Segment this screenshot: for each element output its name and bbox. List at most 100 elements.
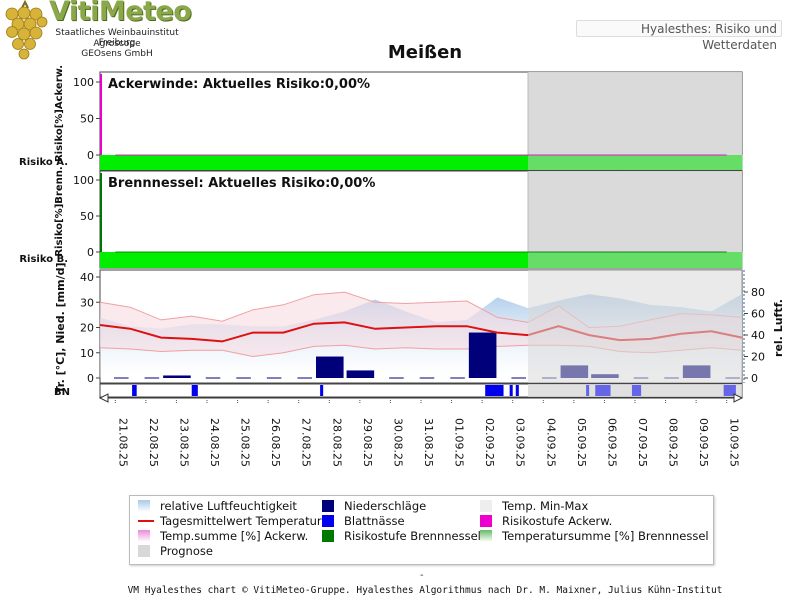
leaf-wetness-bar [595,385,611,396]
x-tick-label: 22.08.25 [147,418,160,467]
ackerwinde-risk-strip-cell [375,155,407,170]
x-tick-label: 05.09.25 [575,418,588,467]
ackerwinde-ytick-label: 100 [73,76,94,89]
legend-swatch [138,500,150,512]
leaf-wetness-bar [631,385,642,396]
legend-label: Blattnässe [344,514,405,528]
chart-legend: relative Luftfeuchtigkeit Niederschläge Te… [129,495,714,565]
ackerwinde-current-risk: Ackerwinde: Aktuelles Risiko:0,00% [108,77,370,92]
ackerwinde-risk-strip-cell [283,155,315,170]
ackerwinde-risk-strip-cell [650,155,682,170]
brennnessel-risk-strip-cell [344,252,376,268]
ackerwinde-risk-strip-cell [191,155,223,170]
brennnessel-risk-strip-cell [130,252,162,268]
brennnessel-risk-strip-cell [497,252,529,268]
ackerwinde-risk-strip-cell [161,155,193,170]
x-tick-label: 23.08.25 [177,418,190,467]
leaf-wetness-bar [132,385,137,396]
weather-left-tick-label: 10 [80,347,94,360]
x-tick-label: 02.09.25 [483,418,496,467]
leaf-wetness-bar [320,385,324,396]
brennnessel-risk-strip-cell [589,252,621,268]
brennnessel-risk-strip-cell [436,252,468,268]
logo-institute-1: Staatliches Weinbauinstitut Freiburg [55,28,179,48]
brennnessel-risk-strip-cell [191,252,223,268]
footer-dash: - [420,570,424,581]
x-tick-label: 25.08.25 [239,418,252,467]
legend-label: Tagesmittelwert Temperatur [160,514,322,528]
legend-swatch [138,520,154,522]
leaf-wetness-row-label: BN [54,387,70,398]
brennnessel-risk-strip-cell [375,252,407,268]
weather-right-tick-label: 60 [751,308,765,321]
precip-bar [468,332,497,378]
ackerwinde-row-label: Risiko A. [19,157,68,168]
ackerwinde-risk-strip-cell [497,155,529,170]
legend-swatch [322,515,334,527]
footer-credit: VM Hyalesthes chart © VitiMeteo-Gruppe. … [127,585,723,596]
weather-right-tick-label: 40 [751,329,765,342]
chart-type-badge: Hyalesthes: Risiko und Wetterdaten [576,20,782,52]
weather-left-tick-label: 40 [80,271,94,284]
legend-swatch [480,515,492,527]
brennnessel-risk-strip-cell [314,252,345,268]
ackerwinde-risk-strip-cell [100,155,131,170]
ackerwinde-risk-strip-cell [252,155,284,170]
x-tick-label: 30.08.25 [391,418,404,467]
ackerwinde-risk-strip-cell [344,155,376,170]
x-tick-label: 03.09.25 [514,418,527,467]
leaf-wetness-bar [191,385,198,396]
legend-swatch [138,545,150,557]
grape-logo-icon [5,0,48,60]
ackerwinde-risk-strip-cell [680,155,712,170]
x-tick-label: 28.08.25 [330,418,343,467]
leaf-wetness-bar [723,385,736,396]
brennnessel-prognosis-area [528,171,742,252]
logo-wordmark: VitiMeteo [49,0,192,27]
legend-label: Risikostufe Brennnessel [344,529,481,543]
weather-left-tick-label: 30 [80,296,94,309]
brennnessel-risk-strip-cell [619,252,651,268]
x-tick-label: 26.08.25 [269,418,282,467]
brennnessel-risk-strip-cell [222,252,254,268]
x-tick-label: 06.09.25 [605,418,618,467]
brennnessel-risk-strip-cell [711,252,743,268]
ackerwinde-risk-strip-cell [130,155,162,170]
weather-left-tick-label: 0 [87,372,94,385]
ackerwinde-risk-strip-cell [558,155,590,170]
ackerwinde-risk-strip-cell [619,155,651,170]
ackerwinde-prognosis-area [528,72,742,155]
logo-institute-2: Agroscope [93,39,141,49]
brennnessel-ytick-label: 50 [80,210,94,223]
scroll-left-arrow-icon [98,393,109,403]
legend-label: relative Luftfeuchtigkeit [160,499,297,513]
weather-right-ylabel: rel. Luftf. [772,299,785,357]
brennnessel-risk-strip-cell [100,252,131,268]
legend-swatch [322,500,334,512]
precip-bar [163,375,191,378]
x-tick-label: 04.09.25 [544,418,557,467]
weather-right-tick-label: 80 [751,286,765,299]
legend-label: Niederschläge [344,499,427,513]
brennnessel-ytick-label: 100 [73,174,94,187]
x-tick-label: 29.08.25 [361,418,374,467]
brennnessel-risk-strip-cell [466,252,498,268]
ackerwinde-risk-strip-cell [436,155,468,170]
x-tick-label: 08.09.25 [667,418,680,467]
x-tick-label: 21.08.25 [116,418,129,467]
legend-swatch [480,500,492,512]
x-tick-label: 24.08.25 [208,418,221,467]
x-tick-label: 09.09.25 [697,418,710,467]
ackerwinde-risk-strip-cell [405,155,437,170]
leaf-wetness-bar [509,385,513,396]
brennnessel-risk-strip-cell [405,252,437,268]
legend-label: Prognose [160,544,213,558]
ackerwinde-ylabel: Risiko[%]Ackerw. [54,65,65,162]
legend-label: Temp.summe [%] Ackerw. [160,529,309,543]
weather-left-ylabel: Tr. [°C], Nied. [mm/d] [54,263,67,394]
ackerwinde-risk-strip-cell [711,155,743,170]
brennnessel-row-label: Risiko B. [19,254,68,265]
legend-swatch [138,530,150,542]
brennnessel-ytick-label: 0 [87,246,94,259]
